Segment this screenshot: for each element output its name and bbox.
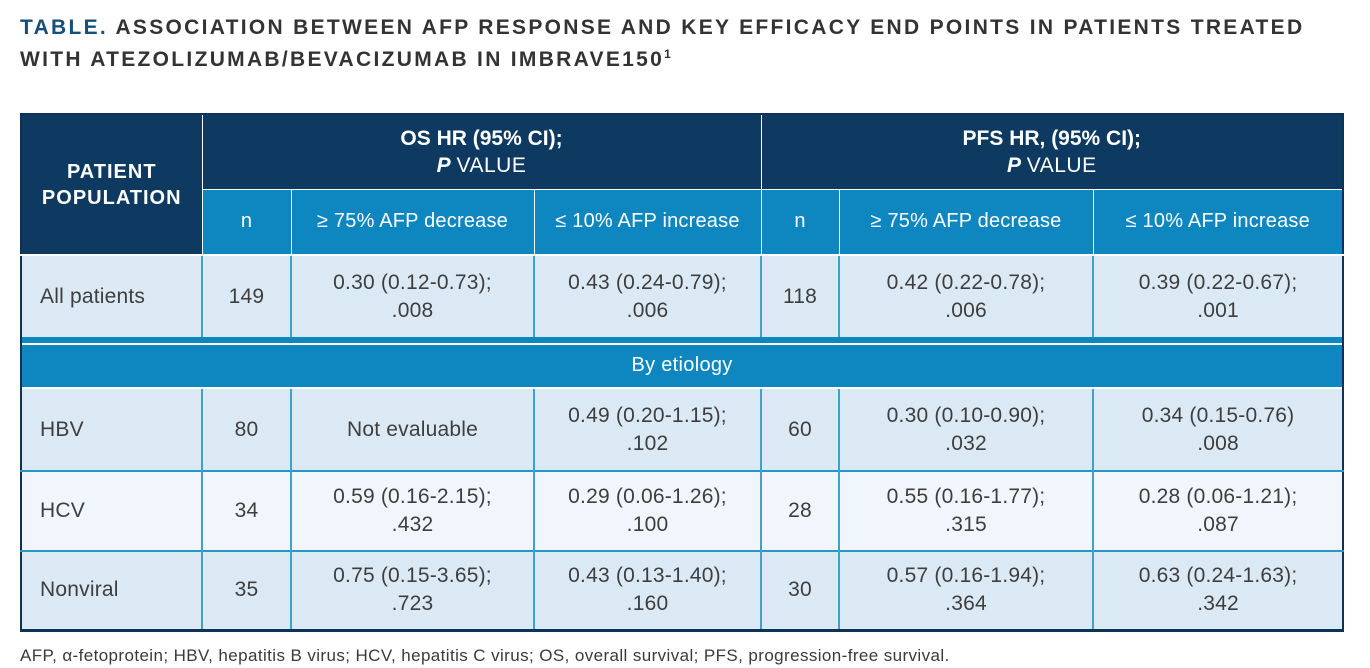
os-afp-decrease-cell: 0.30 (0.12-0.73); .008 (290, 254, 534, 337)
pfs-n-cell: 60 (760, 389, 840, 471)
hr-ci-line: Not evaluable (346, 417, 479, 441)
os-n-cell: 80 (201, 389, 291, 471)
pfs-afp-decrease-cell: 0.30 (0.10-0.90); .032 (838, 389, 1094, 471)
hr-ci-line: 0.30 (0.10-0.90); (886, 403, 1046, 427)
p-value-line: .008 (391, 298, 434, 322)
os-afp-decrease-cell: Not evaluable (290, 389, 534, 471)
subheader-row: n ≥ 75% AFP decrease ≤ 10% AFP increase … (21, 188, 1344, 255)
pfs-afp-decrease-header-cell: ≥ 75% AFP decrease (838, 188, 1094, 255)
title-reference-superscript: 1 (664, 47, 672, 61)
pfs-afp-decrease-cell: 0.55 (0.16-1.77); .315 (838, 470, 1094, 551)
p-value-line: .342 (1197, 592, 1239, 616)
table-row-hbv: HBV 80 Not evaluable 0.49 (0.20-1.15); .… (21, 389, 1344, 471)
os-afp-decrease-header-cell: ≥ 75% AFP decrease (290, 188, 534, 255)
hr-ci-line: 0.28 (0.06-1.21); (1138, 485, 1298, 508)
hr-ci-line: 0.29 (0.06-1.26); (568, 485, 727, 508)
row-label-cell: All patients (21, 254, 202, 337)
pfs-afp-increase-cell: 0.28 (0.06-1.21); .087 (1092, 470, 1344, 551)
table-title-line1: ASSOCIATION BETWEEN AFP RESPONSE AND KEY… (115, 16, 1305, 39)
row-label-cell: Nonviral (21, 550, 202, 630)
row-label-cell: HCV (21, 470, 202, 551)
hr-ci-line: 0.63 (0.24-1.63); (1138, 564, 1298, 588)
p-value-line: .006 (945, 298, 987, 322)
os-afp-increase-cell: 0.29 (0.06-1.26); .100 (532, 470, 762, 551)
pfs-afp-decrease-cell: 0.57 (0.16-1.94); .364 (838, 550, 1094, 630)
pfs-afp-increase-header-cell: ≤ 10% AFP increase (1092, 188, 1344, 255)
hr-ci-line: 0.30 (0.12-0.73); (333, 270, 492, 294)
table-title-badge: TABLE. (20, 16, 109, 39)
p-value-line: .315 (945, 513, 987, 536)
pfs-group-line1: PFS HR, (95% CI); (962, 126, 1142, 150)
pfs-afp-increase-cell: 0.34 (0.15-0.76) .008 (1092, 389, 1344, 471)
row-label-cell: HBV (21, 389, 202, 471)
os-afp-increase-cell: 0.49 (0.20-1.15); .102 (532, 389, 762, 471)
os-afp-increase-cell: 0.43 (0.24-0.79); .006 (532, 254, 762, 337)
hr-ci-line: 0.59 (0.16-2.15); (333, 485, 492, 508)
pfs-afp-increase-cell: 0.39 (0.22-0.67); .001 (1092, 254, 1344, 337)
pfs-n-cell: 28 (760, 470, 840, 551)
hr-ci-line: 0.42 (0.22-0.78); (886, 270, 1046, 294)
os-group-header-cell: OS HR (95% CI); P VALUE (201, 114, 762, 189)
header-group-row: PATIENT POPULATION OS HR (95% CI); P VAL… (21, 114, 1344, 255)
hr-ci-line: 0.43 (0.24-0.79); (568, 270, 727, 294)
p-value-line: .364 (945, 592, 987, 616)
corner-header-label: PATIENT POPULATION (41, 160, 182, 209)
value-label: VALUE (456, 153, 527, 177)
p-value-line: .102 (626, 431, 669, 455)
p-value-line: .100 (626, 513, 669, 536)
pfs-n-header-cell: n (760, 188, 840, 255)
os-n-cell: 35 (201, 550, 291, 630)
os-afp-decrease-cell: 0.75 (0.15-3.65); .723 (290, 550, 534, 630)
hr-ci-line: 0.34 (0.15-0.76) (1141, 403, 1295, 427)
table-row-nonviral: Nonviral 35 0.75 (0.15-3.65); .723 0.43 … (21, 550, 1344, 630)
table-title: TABLE. ASSOCIATION BETWEEN AFP RESPONSE … (20, 14, 1360, 73)
pfs-group-pvalue-line: P VALUE (762, 152, 1342, 179)
os-group-pvalue-line: P VALUE (203, 152, 761, 179)
p-value-line: .723 (391, 592, 434, 616)
corner-header-cell: PATIENT POPULATION (21, 114, 202, 255)
hr-ci-line: 0.55 (0.16-1.77); (886, 485, 1046, 508)
os-group-line1: OS HR (95% CI); (400, 126, 563, 150)
os-afp-increase-cell: 0.43 (0.13-1.40); .160 (532, 550, 762, 630)
pfs-afp-decrease-cell: 0.42 (0.22-0.78); .006 (838, 254, 1094, 337)
p-value-line: .006 (626, 298, 669, 322)
hr-ci-line: 0.49 (0.20-1.15); (568, 403, 727, 427)
value-label: VALUE (1026, 153, 1097, 177)
pfs-group-header-cell: PFS HR, (95% CI); P VALUE (760, 114, 1344, 189)
p-value-line: .032 (945, 431, 987, 455)
os-n-cell: 149 (201, 254, 291, 337)
p-value-line: .001 (1197, 298, 1239, 322)
os-afp-decrease-cell: 0.59 (0.16-2.15); .432 (290, 470, 534, 551)
p-italic: P (436, 153, 451, 177)
p-value-line: .432 (391, 513, 434, 536)
afp-efficacy-table: PATIENT POPULATION OS HR (95% CI); P VAL… (20, 113, 1345, 632)
by-etiology-banner: By etiology (21, 337, 1344, 389)
table-title-line2: WITH ATEZOLIZUMAB/BEVACIZUMAB IN IMBRAVE… (20, 48, 665, 71)
os-afp-increase-header-cell: ≤ 10% AFP increase (533, 188, 762, 255)
table-row-all-patients: All patients 149 0.30 (0.12-0.73); .008 … (21, 254, 1344, 337)
p-value-line: .008 (1197, 431, 1239, 455)
section-banner-row: By etiology (21, 337, 1344, 389)
p-value-line: .160 (626, 592, 669, 616)
hr-ci-line: 0.43 (0.13-1.40); (568, 564, 727, 588)
p-italic: P (1006, 153, 1021, 177)
p-value-line: .087 (1197, 513, 1239, 536)
abbreviations-footnote: AFP, α-fetoprotein; HBV, hepatitis B vir… (20, 645, 950, 665)
os-n-header-cell: n (201, 188, 291, 255)
table-row-hcv: HCV 34 0.59 (0.16-2.15); .432 0.29 (0.06… (21, 470, 1344, 551)
hr-ci-line: 0.57 (0.16-1.94); (886, 564, 1046, 588)
hr-ci-line: 0.75 (0.15-3.65); (333, 564, 492, 588)
pfs-n-cell: 118 (760, 254, 840, 337)
pfs-afp-increase-cell: 0.63 (0.24-1.63); .342 (1092, 550, 1344, 630)
hr-ci-line: 0.39 (0.22-0.67); (1138, 270, 1298, 294)
os-n-cell: 34 (201, 470, 291, 551)
pfs-n-cell: 30 (760, 550, 840, 630)
